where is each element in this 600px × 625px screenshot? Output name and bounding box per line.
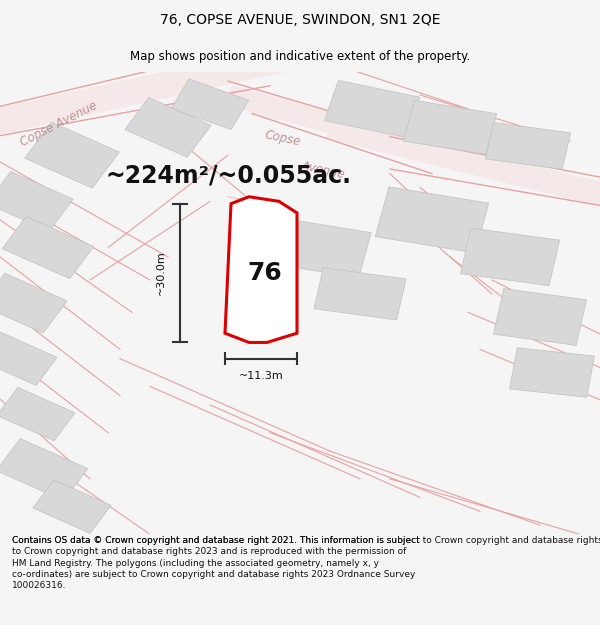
Text: ~11.3m: ~11.3m xyxy=(239,371,283,381)
Polygon shape xyxy=(225,197,297,342)
Polygon shape xyxy=(0,273,67,333)
Polygon shape xyxy=(485,122,571,169)
Polygon shape xyxy=(265,217,371,278)
Polygon shape xyxy=(403,100,497,154)
Text: Contains OS data © Crown copyright and database right 2021. This information is : Contains OS data © Crown copyright and d… xyxy=(12,536,420,591)
Polygon shape xyxy=(325,81,419,138)
Text: Contains OS data © Crown copyright and database right 2021. This information is : Contains OS data © Crown copyright and d… xyxy=(12,536,600,544)
Polygon shape xyxy=(2,217,94,279)
Text: Avenue: Avenue xyxy=(300,159,346,181)
Polygon shape xyxy=(0,332,57,386)
Polygon shape xyxy=(0,36,335,140)
Polygon shape xyxy=(25,122,119,188)
Text: 76, COPSE AVENUE, SWINDON, SN1 2QE: 76, COPSE AVENUE, SWINDON, SN1 2QE xyxy=(160,13,440,27)
Polygon shape xyxy=(224,85,454,165)
Polygon shape xyxy=(125,98,211,158)
Text: Map shows position and indicative extent of the property.: Map shows position and indicative extent… xyxy=(130,49,470,62)
Polygon shape xyxy=(33,480,111,533)
Text: Copse: Copse xyxy=(264,129,302,149)
Polygon shape xyxy=(325,116,600,212)
Polygon shape xyxy=(493,289,587,346)
Text: ~30.0m: ~30.0m xyxy=(156,251,166,296)
Polygon shape xyxy=(375,187,489,253)
Polygon shape xyxy=(460,228,560,286)
Polygon shape xyxy=(0,388,75,441)
Text: ~224m²/~0.055ac.: ~224m²/~0.055ac. xyxy=(105,164,351,188)
Text: Copse Avenue: Copse Avenue xyxy=(18,99,100,149)
Polygon shape xyxy=(171,79,249,129)
Polygon shape xyxy=(0,171,73,231)
Polygon shape xyxy=(0,439,88,501)
Text: 76: 76 xyxy=(248,261,283,285)
Polygon shape xyxy=(509,348,595,398)
Polygon shape xyxy=(314,268,406,320)
